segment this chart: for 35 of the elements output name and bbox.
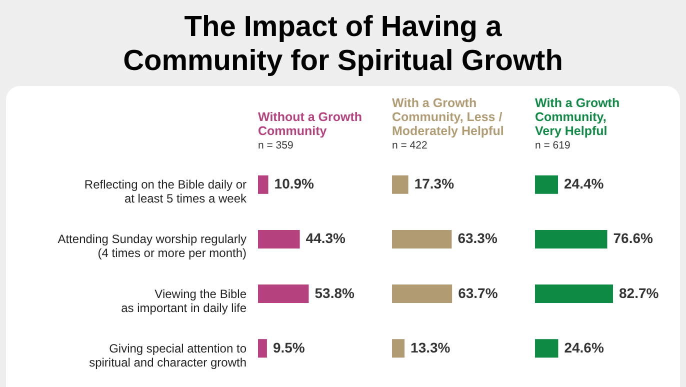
y-tick-label: Viewing the Bible as important in daily life [121,286,247,315]
data-label: 53.8% [314,284,355,301]
bar [258,339,267,358]
bar [258,230,300,248]
bar [535,230,608,248]
y-tick-label: Giving special attention to spiritual and character growth [89,341,247,370]
data-label: 24.4% [564,176,604,192]
data-label: 82.7% [619,284,660,301]
bar [258,175,268,194]
text: n = 359 [258,140,294,152]
data-label: 17.3% [414,176,455,192]
text: n = 619 [535,140,570,152]
chart-title: The Impact of Having a Community for Spiritual Growth [122,10,564,78]
data-label: 24.6% [564,339,604,356]
text: With a Growth Community, Less / Moderately Helpful [392,96,504,138]
bar [535,339,558,358]
text: n = 422 [392,140,428,152]
bar [392,175,408,194]
bar [535,284,613,304]
data-label: 9.5% [272,339,306,356]
data-label: 76.6% [613,230,654,246]
data-label: 10.9% [274,176,315,192]
bar [258,284,309,304]
data-label: 63.7% [458,284,498,301]
y-tick-label: Reflecting on the Bible daily or at least 5 times a week [84,178,248,206]
bar [392,284,452,304]
bar [392,230,452,248]
text: Without a Growth Community [258,110,362,138]
data-label: 63.3% [458,230,498,246]
data-label: 44.3% [306,230,346,246]
bar [535,175,558,194]
data-label: 13.3% [410,339,451,356]
text: With a Growth Community, Very Helpful [535,96,620,138]
bar [392,339,405,358]
y-tick-label: Attending Sunday worship regularly (4 times or more per month) [58,232,246,260]
